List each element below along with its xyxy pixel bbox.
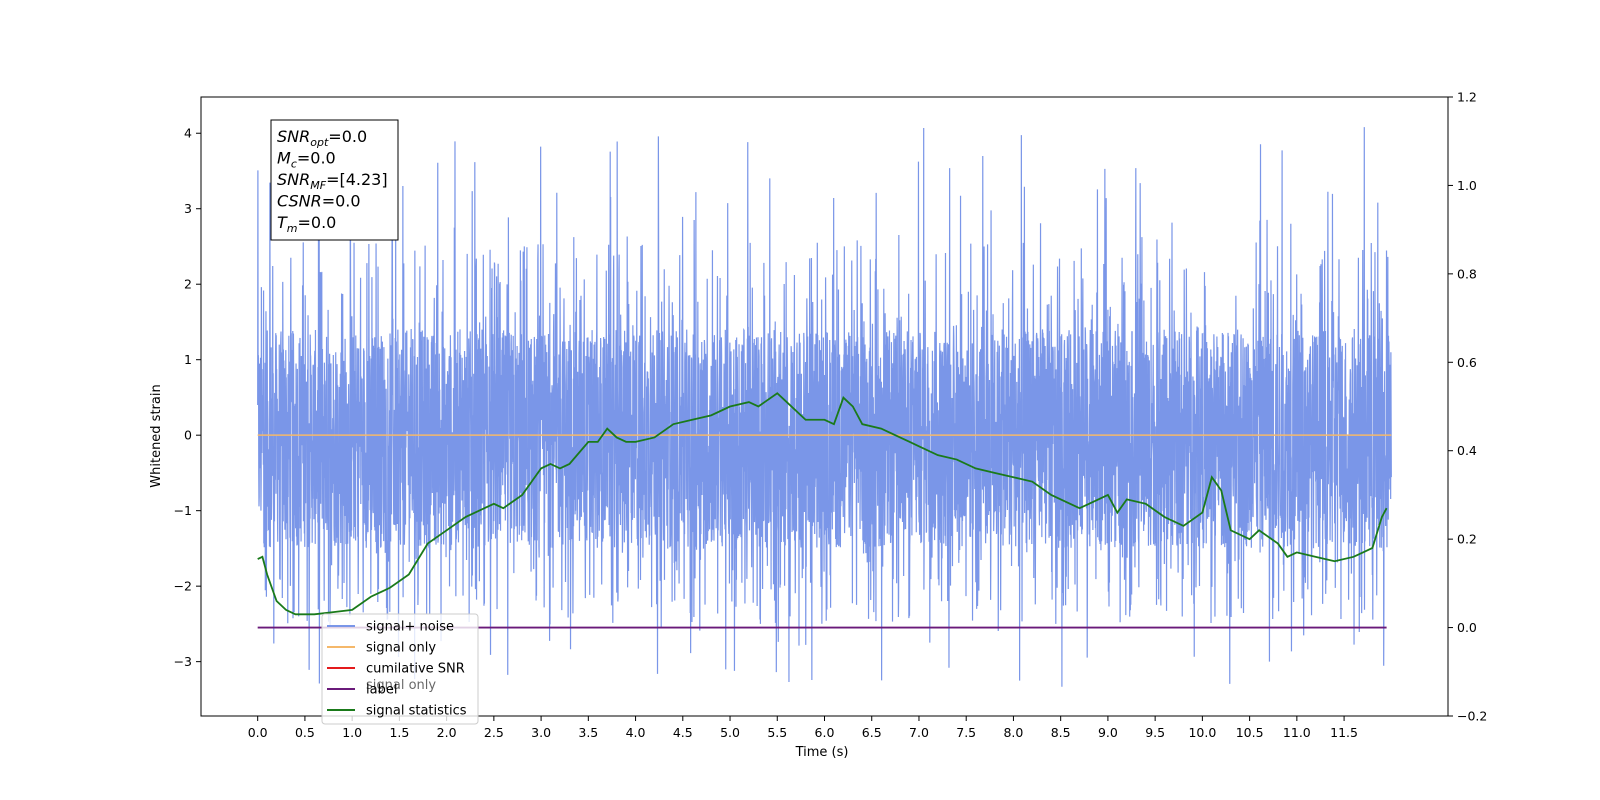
stats-line: CSNR=0.0 xyxy=(277,192,361,211)
stats-symbol: CSNR xyxy=(277,192,322,211)
y2-tick-label: 1.2 xyxy=(1457,90,1477,105)
x-tick-label: 7.0 xyxy=(909,725,929,740)
stats-value: =0.0 xyxy=(298,213,337,232)
stats-symbol: M xyxy=(277,149,291,168)
stats-symbol: T xyxy=(277,213,288,232)
y-tick-label: −1 xyxy=(174,503,192,518)
y-tick-label: 0 xyxy=(184,428,192,443)
x-axis-label: Time (s) xyxy=(795,745,849,760)
x-tick-label: 11.5 xyxy=(1330,725,1358,740)
series-signal-plus-noise xyxy=(257,127,1392,687)
stats-symbol: SNR xyxy=(277,170,310,189)
x-tick-label: 11.0 xyxy=(1283,725,1311,740)
x-tick-label: 10.0 xyxy=(1188,725,1216,740)
y2-tick-label: 1.0 xyxy=(1457,178,1477,193)
series-signal-statistics xyxy=(257,392,1388,616)
legend-entry: signal+ noise xyxy=(366,620,454,635)
legend-entry: signal only xyxy=(366,641,436,656)
x-tick-label: 0.5 xyxy=(295,725,315,740)
stats-value: =[4.23] xyxy=(326,170,388,189)
stats-subscript: MF xyxy=(310,179,326,192)
x-tick-label: 2.0 xyxy=(437,725,457,740)
y-tick-label: −2 xyxy=(174,579,192,594)
x-tick-label: 9.0 xyxy=(1098,725,1118,740)
stats-value: =0.0 xyxy=(322,192,361,211)
x-tick-label: 9.5 xyxy=(1145,725,1165,740)
y2-tick-label: 0.6 xyxy=(1457,355,1477,370)
y2-tick-label: 0.4 xyxy=(1457,443,1477,458)
x-tick-label: 3.5 xyxy=(578,725,598,740)
y2-tick-label: 0.8 xyxy=(1457,266,1477,281)
x-tick-label: 0.0 xyxy=(248,725,268,740)
y2-tick-label: 0.2 xyxy=(1457,532,1477,547)
stats-value: =0.0 xyxy=(328,127,367,146)
x-tick-label: 10.5 xyxy=(1236,725,1264,740)
stats-line: Tm=0.0 xyxy=(277,213,336,235)
y-tick-label: 3 xyxy=(184,201,192,216)
axes: 0.0 0.5 1.0 1.5 2.0 2.5 3.0 3.5 4.0 4.5 5.0 5.5 6.0 6… xyxy=(174,90,1488,741)
x-tick-label: 6.0 xyxy=(815,725,835,740)
y-tick-label: 4 xyxy=(184,126,192,141)
x-tick-label: 4.0 xyxy=(626,725,646,740)
x-tick-label: 6.5 xyxy=(862,725,882,740)
legend-entry: signal statistics xyxy=(366,704,467,719)
stats-subscript: c xyxy=(291,158,297,171)
y-tick-label: 1 xyxy=(184,352,192,367)
x-tick-label: 4.5 xyxy=(673,725,693,740)
y-tick-label: 2 xyxy=(184,277,192,292)
stats-value: =0.0 xyxy=(297,149,336,168)
y2-tick-label: 0.0 xyxy=(1457,620,1477,635)
y2-tick-label: −0.2 xyxy=(1457,709,1487,724)
legend-box xyxy=(321,613,479,725)
x-tick-label: 5.0 xyxy=(720,725,740,740)
x-tick-label: 5.5 xyxy=(767,725,787,740)
stats-symbol: SNR xyxy=(277,127,310,146)
legend-overlap-text: signal only xyxy=(366,678,436,693)
legend-entry: cumilative SNR xyxy=(366,662,465,677)
x-tick-label: 1.0 xyxy=(342,725,362,740)
x-tick-label: 7.5 xyxy=(956,725,976,740)
stats-line: SNRMF=[4.23] xyxy=(277,170,388,192)
stats-box-frame xyxy=(270,119,399,241)
stats-line: SNRopt=0.0 xyxy=(277,127,367,149)
legend-entry: label xyxy=(366,683,397,698)
x-tick-label: 8.5 xyxy=(1051,725,1071,740)
y-axis-label: Whitened strain xyxy=(149,384,164,487)
y-tick-label: −3 xyxy=(174,654,192,669)
stats-subscript: m xyxy=(287,222,298,235)
stats-annotation-box: SNRopt=0.0Mc=0.0SNRMF=[4.23]CSNR=0.0Tm=0… xyxy=(270,119,399,241)
x-tick-label: 3.0 xyxy=(531,725,551,740)
stats-line: Mc=0.0 xyxy=(277,149,336,171)
x-tick-label: 2.5 xyxy=(484,725,504,740)
x-tick-label: 8.0 xyxy=(1003,725,1023,740)
stats-subscript: opt xyxy=(310,136,329,149)
x-tick-label: 1.5 xyxy=(389,725,409,740)
